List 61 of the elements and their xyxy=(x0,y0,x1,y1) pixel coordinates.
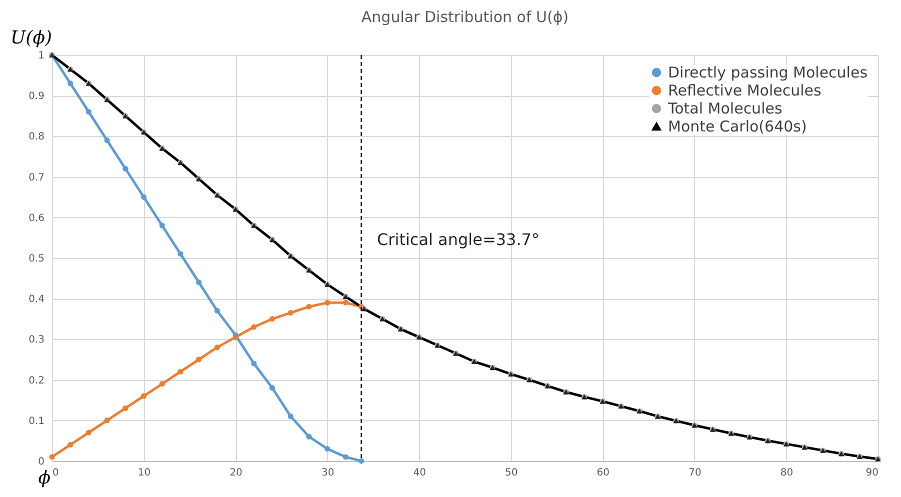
point xyxy=(342,454,348,460)
annotation: Critical angle=33.7° xyxy=(377,230,540,249)
x-tick-label: 0 xyxy=(52,468,59,478)
point xyxy=(324,300,330,306)
chart-title: Angular Distribution of U(ϕ) xyxy=(361,8,569,26)
point xyxy=(214,308,220,314)
point xyxy=(104,418,110,424)
y-tick-label: 0.5 xyxy=(28,254,44,264)
y-tick-label: 0.4 xyxy=(28,294,44,306)
y-axis-title: U(ϕ) xyxy=(10,28,52,48)
point xyxy=(270,316,276,322)
x-axis-title: ϕ xyxy=(38,468,50,488)
point xyxy=(68,80,74,86)
point xyxy=(141,393,147,399)
point xyxy=(306,304,312,310)
x-tick-label: 50 xyxy=(505,468,518,478)
point xyxy=(178,251,184,257)
point xyxy=(104,138,110,143)
y-tick-label: 0.3 xyxy=(28,334,44,346)
point xyxy=(196,280,202,286)
x-tick-label: 70 xyxy=(688,468,702,478)
point xyxy=(196,356,202,362)
legend-label: Reflective Molecules xyxy=(668,82,822,100)
point xyxy=(270,385,276,391)
x-tick-label: 60 xyxy=(596,468,610,478)
y-tick-label: 0.6 xyxy=(28,212,44,224)
y-tick-label: 0.7 xyxy=(28,172,44,184)
point xyxy=(68,442,74,448)
x-tick-label: 40 xyxy=(413,468,426,478)
legend-label: Monte Carlo(640s) xyxy=(668,118,807,136)
point xyxy=(288,310,294,316)
x-tick-label: 80 xyxy=(780,468,794,478)
point xyxy=(141,194,147,200)
point xyxy=(159,222,165,228)
point xyxy=(214,344,220,350)
point xyxy=(122,166,128,172)
point xyxy=(358,458,364,464)
point xyxy=(159,381,165,387)
x-tick-label: 10 xyxy=(138,468,151,478)
x-tick-label: 30 xyxy=(321,468,334,478)
point xyxy=(122,405,128,411)
point xyxy=(288,414,294,420)
point xyxy=(324,446,330,452)
y-tick-label: 0 xyxy=(38,456,44,468)
point xyxy=(178,368,184,374)
y-tick-label: 0.9 xyxy=(28,91,44,102)
y-tick-label: 1 xyxy=(38,50,44,62)
point xyxy=(49,454,55,460)
x-tick-label: 90 xyxy=(866,468,878,478)
point xyxy=(251,324,257,330)
point xyxy=(86,109,92,115)
point xyxy=(251,360,257,366)
y-tick-label: 0.2 xyxy=(28,375,44,386)
point xyxy=(306,434,312,440)
legend-label: Directly passing Molecules xyxy=(668,64,868,82)
x-tick-label: 20 xyxy=(230,468,242,478)
legend-label: Total Molecules xyxy=(667,100,782,118)
y-tick-label: 0.1 xyxy=(28,416,44,427)
point xyxy=(86,430,92,436)
y-tick-label: 0.8 xyxy=(28,132,44,143)
point xyxy=(342,300,348,306)
